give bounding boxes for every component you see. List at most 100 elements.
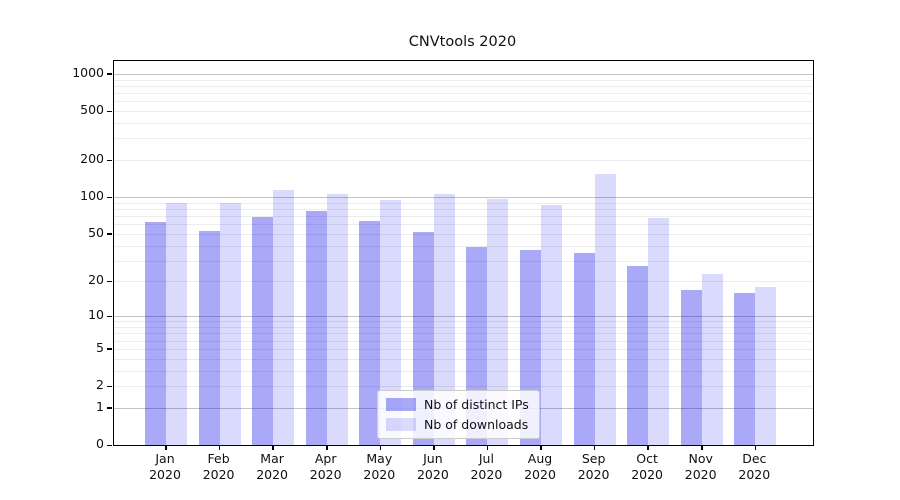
- bar-apr-downloads: [326, 194, 348, 445]
- minor-gridline: [114, 327, 813, 328]
- x-tick-label-sep: Sep 2020: [577, 451, 610, 482]
- minor-gridline: [114, 224, 813, 226]
- bar-mar-downloads: [273, 189, 295, 445]
- x-tick-label-nov: Nov 2020: [684, 451, 717, 482]
- x-tick-label-jul: Jul 2020: [470, 451, 503, 482]
- minor-gridline: [114, 260, 813, 262]
- x-tick-mark: [165, 445, 167, 450]
- y-tick-mark: [107, 407, 112, 409]
- bar-feb-downloads: [219, 203, 241, 445]
- minor-gridline: [114, 386, 813, 387]
- minor-gridline: [114, 111, 813, 112]
- legend-label-downloads: Nb of downloads: [424, 417, 529, 432]
- bar-jul-downloads: [487, 199, 509, 445]
- bar-feb-ips: [198, 230, 220, 445]
- bar-mar-ips: [252, 216, 274, 445]
- minor-gridline: [114, 233, 813, 235]
- y-tick-label: 20: [88, 272, 104, 288]
- bar-apr-ips: [305, 210, 327, 445]
- minor-gridline: [114, 358, 813, 360]
- bar-dec-ips: [734, 292, 756, 445]
- minor-gridline: [114, 245, 813, 247]
- y-tick-label: 500: [80, 102, 104, 117]
- bar-nov-downloads: [701, 274, 723, 445]
- y-tick-label: 0: [96, 436, 104, 451]
- y-tick-label: 100: [80, 188, 104, 204]
- legend-item-distinct-ips: Nb of distinct IPs: [386, 397, 529, 412]
- legend-label-distinct-ips: Nb of distinct IPs: [424, 397, 529, 412]
- legend-item-downloads: Nb of downloads: [386, 417, 529, 432]
- bar-sep-ips: [573, 252, 595, 445]
- y-tick-label: 1: [96, 398, 104, 414]
- y-tick-mark: [107, 315, 112, 318]
- bar-aug-downloads: [541, 204, 562, 445]
- minor-gridline: [114, 79, 813, 81]
- minor-gridline: [114, 321, 813, 323]
- bar-sep-downloads: [594, 174, 616, 445]
- x-tick-mark: [754, 445, 756, 450]
- legend-swatch-downloads-icon: [386, 418, 416, 431]
- minor-gridline: [114, 208, 813, 210]
- y-tick-label: 5: [96, 339, 104, 355]
- chart-title: CNVtools 2020: [408, 34, 517, 50]
- minor-gridline: [114, 281, 813, 283]
- y-tick-label: 50: [88, 224, 104, 240]
- x-tick-mark: [433, 445, 435, 450]
- minor-gridline: [114, 370, 813, 372]
- bar-may-downloads: [380, 199, 402, 445]
- x-tick-label-aug: Aug 2020: [524, 451, 556, 482]
- bar-oct-ips: [627, 266, 649, 445]
- x-tick-label-apr: Apr 2020: [309, 451, 342, 482]
- bar-dec-downloads: [755, 286, 777, 445]
- x-tick-label-oct: Oct 2020: [631, 451, 663, 482]
- bar-jan-downloads: [166, 202, 187, 445]
- bar-oct-downloads: [648, 218, 670, 445]
- minor-gridline: [114, 85, 813, 87]
- minor-gridline: [114, 333, 813, 335]
- major-gridline: [114, 316, 813, 318]
- legend: Nb of distinct IPs Nb of downloads: [377, 390, 540, 439]
- major-gridline: [114, 197, 813, 199]
- major-gridline: [114, 73, 813, 75]
- y-axis-tick-labels: 0 1 2 5 10 20 50 100 200 500 1000: [4, 60, 104, 451]
- minor-gridline: [114, 101, 813, 103]
- x-tick-mark: [486, 445, 489, 450]
- y-tick-mark: [107, 110, 112, 112]
- bar-jan-ips: [145, 222, 166, 445]
- x-tick-mark: [326, 445, 328, 450]
- y-tick-label: 2: [96, 377, 104, 392]
- x-tick-label-jun: Jun 2020: [416, 451, 449, 482]
- minor-gridline: [114, 160, 813, 162]
- y-tick-mark: [107, 348, 112, 350]
- minor-gridline: [114, 202, 813, 204]
- legend-swatch-distinct-ips-icon: [386, 398, 416, 411]
- y-tick-mark: [107, 196, 112, 199]
- x-tick-mark: [593, 445, 596, 450]
- y-tick-label: 200: [80, 151, 104, 167]
- y-tick-label: 1000: [72, 64, 104, 80]
- x-tick-label-feb: Feb 2020: [202, 451, 235, 482]
- bar-jun-downloads: [433, 193, 455, 445]
- x-tick-mark: [540, 445, 542, 450]
- minor-gridline: [114, 216, 813, 217]
- minor-gridline: [114, 138, 813, 140]
- y-tick-mark: [107, 159, 112, 162]
- plot-area: Nb of distinct IPs Nb of downloads: [107, 60, 814, 450]
- minor-gridline: [114, 348, 813, 350]
- x-tick-label-mar: Mar 2020: [256, 451, 288, 482]
- x-tick-mark: [218, 445, 221, 450]
- x-tick-mark: [647, 445, 649, 450]
- minor-gridline: [114, 123, 813, 124]
- y-tick-label: 10: [88, 307, 104, 323]
- x-tick-label-jan: Jan 2020: [149, 451, 181, 482]
- y-tick-mark: [107, 280, 112, 283]
- y-tick-mark: [107, 444, 112, 446]
- minor-gridline: [114, 93, 813, 94]
- minor-gridline: [114, 340, 813, 342]
- x-tick-mark: [272, 445, 274, 450]
- y-tick-mark: [107, 385, 112, 387]
- x-tick-label-dec: Dec 2020: [738, 451, 771, 482]
- y-tick-mark: [107, 233, 112, 235]
- x-tick-label-may: May 2020: [363, 451, 396, 482]
